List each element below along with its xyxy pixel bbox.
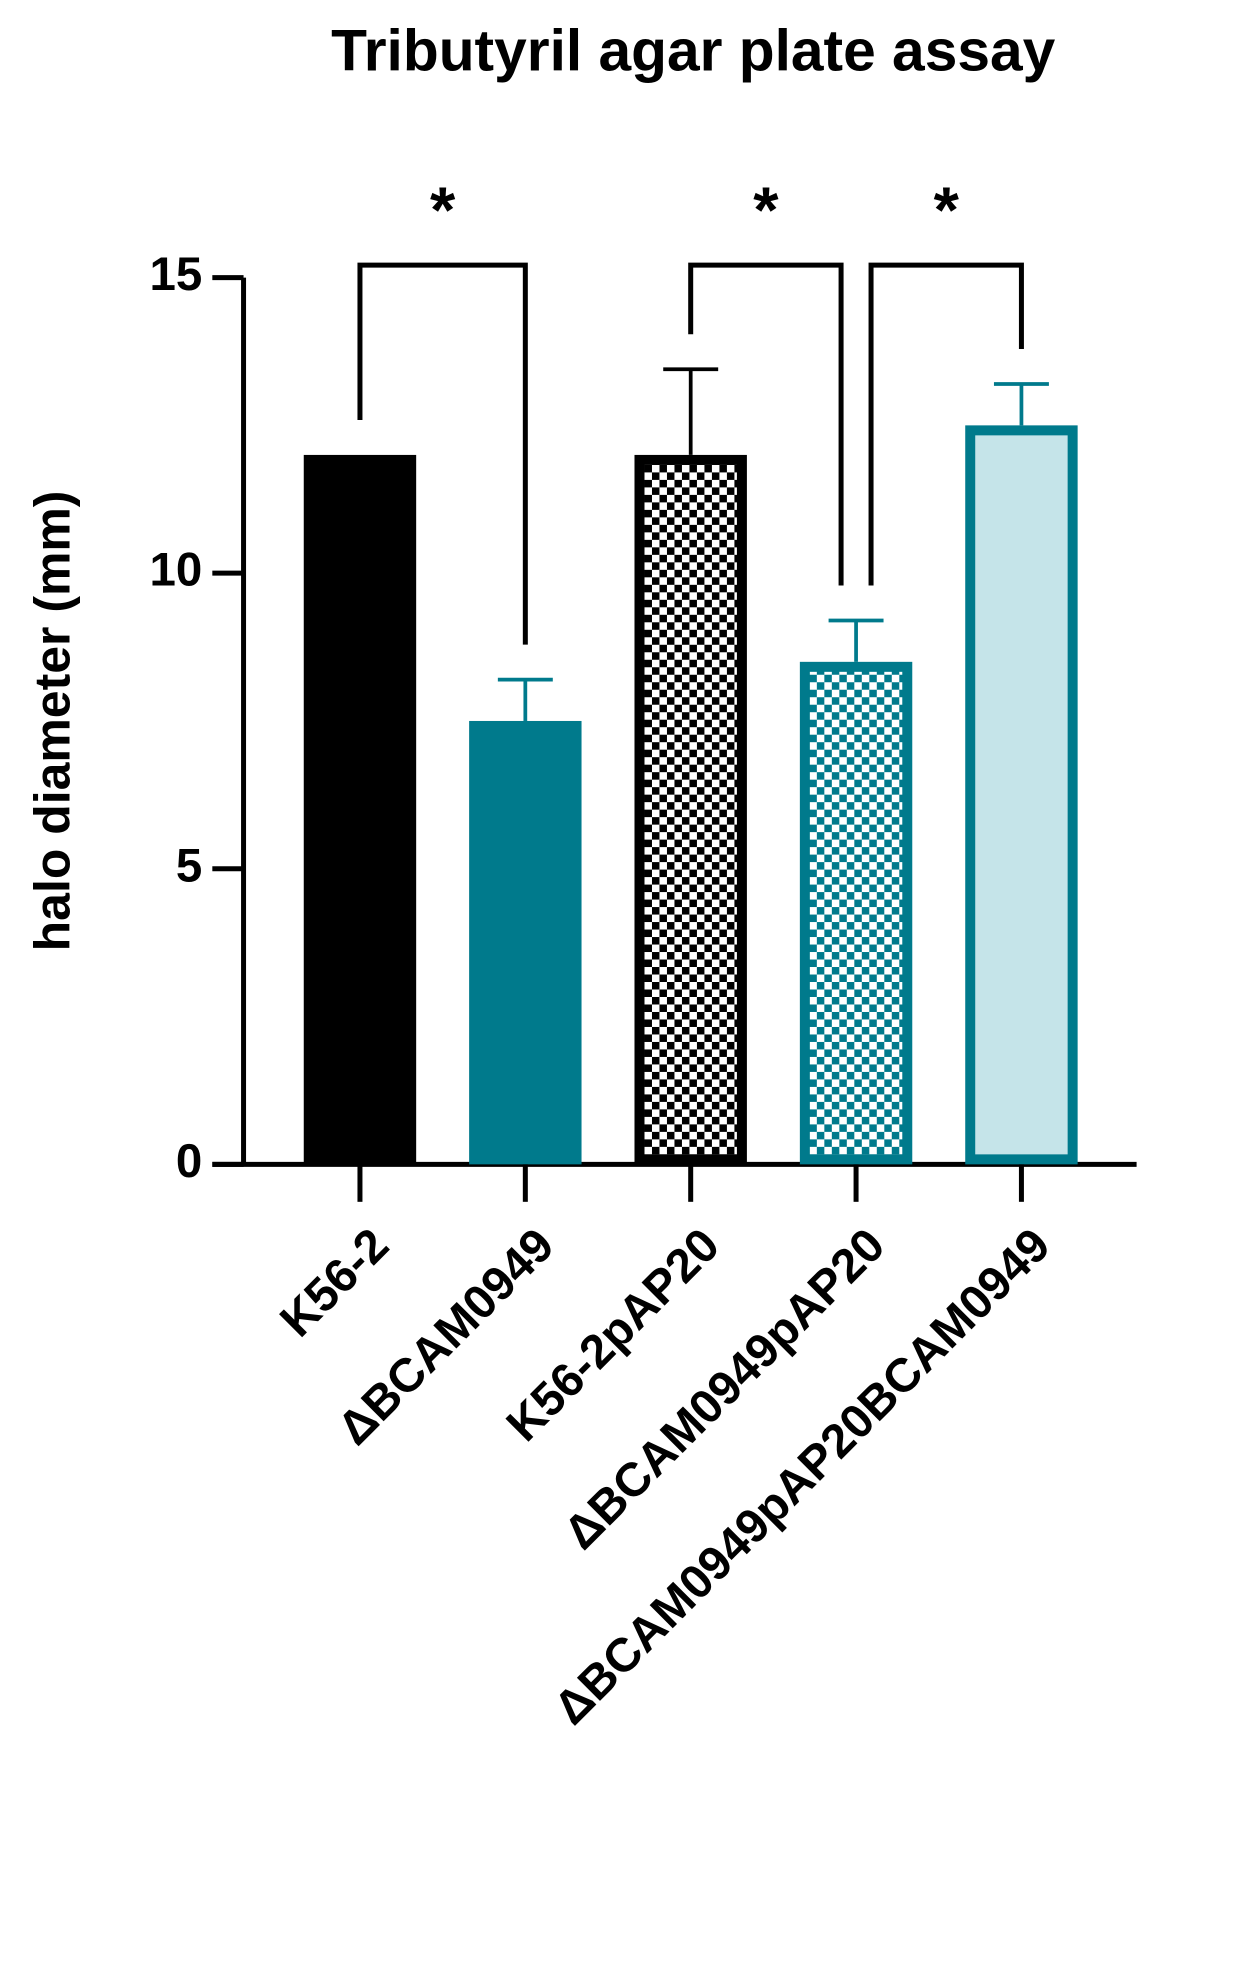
significance-label: * [934,173,960,246]
bar [799,661,913,1165]
chart-title: Tributyril agar plate assay [331,19,1055,84]
y-axis-label: halo diameter (mm) [24,491,80,952]
y-tick-label: 0 [176,1135,202,1188]
bar [303,454,417,1165]
significance-label: * [753,173,779,246]
bar [469,720,582,1165]
significance-bracket [688,262,844,586]
significance-bracket [868,262,1024,586]
x-tick-label: K56-2 [270,1218,399,1347]
y-tick-label: 15 [150,248,203,301]
x-tick-label: ΔBCAM0949pAP20 [554,1218,895,1559]
significance-bracket [357,262,528,645]
bar [965,425,1078,1165]
bar [634,454,747,1165]
y-tick-label: 10 [150,544,203,597]
significance-label: * [430,173,456,246]
y-tick-label: 5 [176,839,202,892]
